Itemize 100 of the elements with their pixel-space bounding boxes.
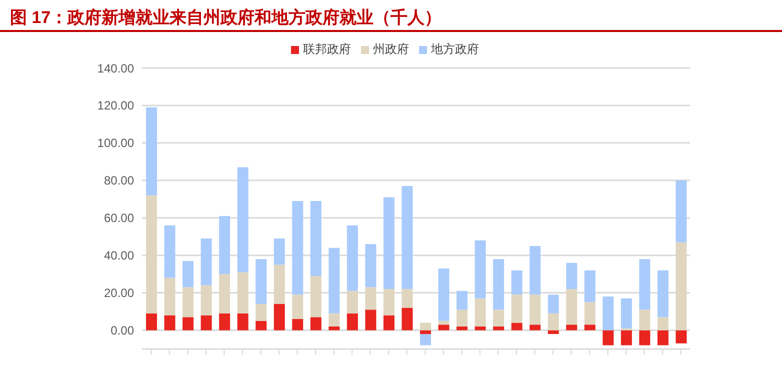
bar bbox=[219, 313, 230, 330]
bar bbox=[402, 186, 413, 290]
bar bbox=[274, 238, 285, 265]
bar bbox=[620, 330, 632, 346]
bar bbox=[456, 326, 468, 330]
bar bbox=[602, 296, 614, 330]
bar bbox=[566, 262, 578, 290]
bar bbox=[219, 274, 230, 314]
bar bbox=[420, 334, 431, 346]
bar bbox=[292, 319, 304, 330]
bar bbox=[182, 260, 194, 288]
bar bbox=[620, 298, 632, 328]
bar bbox=[420, 322, 431, 330]
bar bbox=[256, 259, 267, 304]
bar bbox=[328, 313, 340, 327]
bar bbox=[365, 287, 376, 310]
bar bbox=[566, 289, 578, 325]
y-tick-label: 100.00 bbox=[97, 136, 134, 150]
bar bbox=[548, 330, 559, 334]
bar bbox=[548, 313, 559, 330]
bar bbox=[530, 294, 541, 325]
y-tick-label: 140.00 bbox=[97, 61, 134, 76]
chart-title: 图 17：政府新增就业来自州政府和地方政府就业（千人） bbox=[10, 7, 442, 29]
bar bbox=[657, 330, 668, 346]
bar bbox=[530, 324, 541, 330]
bar bbox=[146, 107, 157, 196]
bar bbox=[237, 313, 248, 330]
bar bbox=[511, 294, 522, 323]
bar bbox=[146, 195, 157, 314]
bar bbox=[511, 270, 522, 295]
bar bbox=[365, 244, 376, 288]
bar bbox=[639, 310, 650, 330]
bar bbox=[256, 304, 267, 321]
bar bbox=[346, 290, 358, 314]
bar bbox=[474, 326, 486, 330]
bar bbox=[164, 225, 176, 278]
y-tick-label: 0.00 bbox=[110, 324, 134, 338]
legend-label: 联邦政府 bbox=[303, 42, 351, 56]
bar bbox=[493, 259, 504, 310]
bar bbox=[474, 240, 486, 298]
bar bbox=[420, 330, 431, 334]
bar bbox=[584, 302, 596, 325]
bar bbox=[584, 324, 596, 330]
bar bbox=[292, 201, 304, 295]
bar bbox=[493, 326, 504, 330]
bar bbox=[383, 315, 394, 330]
legend-label: 州政府 bbox=[373, 42, 409, 56]
bar bbox=[200, 315, 212, 330]
bar bbox=[456, 310, 468, 327]
bar bbox=[219, 216, 230, 274]
bar bbox=[383, 197, 394, 290]
bar bbox=[402, 289, 413, 308]
bar bbox=[639, 330, 650, 346]
bar bbox=[328, 326, 340, 330]
bar bbox=[328, 248, 340, 314]
bar bbox=[493, 310, 504, 327]
y-tick-label: 60.00 bbox=[104, 211, 134, 226]
y-tick-label: 40.00 bbox=[104, 248, 134, 263]
bar bbox=[657, 317, 668, 330]
bar bbox=[456, 290, 468, 310]
bar bbox=[146, 313, 157, 330]
bar bbox=[200, 238, 212, 286]
bar bbox=[657, 270, 668, 318]
bar bbox=[237, 272, 248, 314]
bar bbox=[310, 317, 322, 330]
bar bbox=[164, 278, 176, 316]
bar bbox=[438, 324, 450, 330]
bar bbox=[274, 304, 285, 330]
bar bbox=[548, 294, 559, 314]
y-tick-label: 80.00 bbox=[104, 174, 134, 188]
y-tick-label: 20.00 bbox=[104, 286, 134, 300]
bar bbox=[676, 180, 687, 242]
bar bbox=[274, 264, 285, 304]
bar bbox=[438, 268, 450, 321]
bar bbox=[164, 315, 176, 330]
bar bbox=[365, 310, 376, 330]
bar bbox=[182, 287, 194, 318]
y-tick-label: 120.00 bbox=[97, 98, 134, 113]
bar bbox=[584, 270, 596, 302]
bar bbox=[237, 167, 248, 272]
bar bbox=[256, 320, 267, 330]
bar bbox=[438, 320, 450, 325]
bar bbox=[383, 289, 394, 316]
bar bbox=[676, 330, 687, 344]
bar bbox=[292, 294, 304, 320]
bar bbox=[474, 298, 486, 327]
bar bbox=[602, 330, 614, 346]
legend-label: 地方政府 bbox=[431, 42, 479, 56]
bar bbox=[402, 308, 413, 330]
bar bbox=[566, 324, 578, 330]
bar bbox=[676, 242, 687, 330]
bar bbox=[530, 246, 541, 295]
bar bbox=[346, 313, 358, 330]
bar bbox=[511, 322, 522, 330]
bar bbox=[346, 225, 358, 291]
bar bbox=[310, 276, 322, 318]
bar bbox=[200, 285, 212, 316]
bar bbox=[639, 259, 650, 310]
bar bbox=[182, 317, 194, 330]
bar bbox=[310, 201, 322, 276]
